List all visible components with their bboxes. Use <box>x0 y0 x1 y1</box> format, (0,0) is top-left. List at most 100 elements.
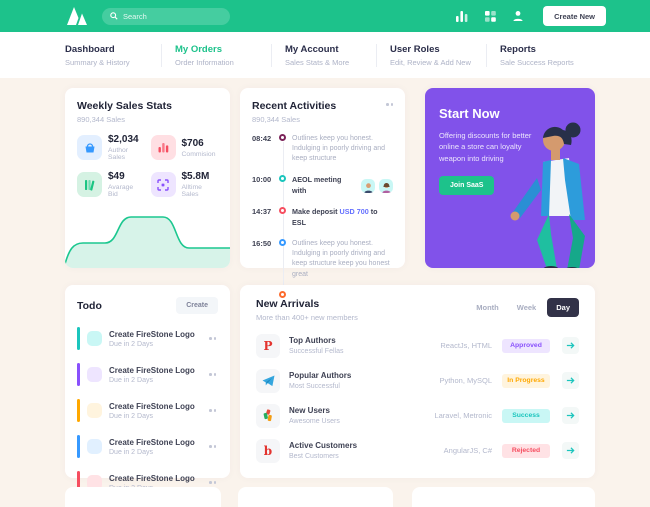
apps-grid-icon[interactable] <box>479 6 501 26</box>
timeline-text: AEOL meeting with <box>292 175 342 195</box>
todo-title: Create FireStone Logo <box>109 437 195 447</box>
arrival-row-new-users: New Users Awesome Users Laravel, Metroni… <box>256 398 579 433</box>
tab-day[interactable]: Day <box>547 298 579 317</box>
more-options-icon[interactable] <box>209 478 216 487</box>
card-title: New Arrivals <box>256 298 320 310</box>
todo-item[interactable]: Create FireStone Logo Due in 2 Days <box>77 435 218 458</box>
todo-thumbnail <box>87 403 102 418</box>
top-bar: Create New <box>0 0 650 32</box>
nav-item-reports[interactable]: Reports Sale Success Reports <box>500 44 597 67</box>
tab-week[interactable]: Week <box>516 303 537 312</box>
arrival-tech: Laravel, Metronic <box>434 411 492 420</box>
colorful-logo-icon <box>256 403 280 428</box>
recent-activities-card: Recent Activities 890,344 Sales 08:42 Ou… <box>240 88 405 300</box>
more-options-icon[interactable] <box>209 406 216 415</box>
arrow-right-icon <box>566 377 575 384</box>
arrow-right-icon <box>566 447 575 454</box>
timeline-dot <box>279 175 286 183</box>
arrival-row-top-authors: P Top Authors Successful Fellas ReactJs,… <box>256 328 579 363</box>
todo-title: Create FireStone Logo <box>109 329 195 339</box>
avatar[interactable] <box>361 178 375 193</box>
user-icon[interactable] <box>507 6 529 26</box>
tab-month[interactable]: Month <box>476 303 499 312</box>
timeline-time: 16:50 <box>252 239 272 249</box>
stats-bars-icon[interactable] <box>451 6 473 26</box>
join-saas-button[interactable]: Join SaaS <box>439 175 495 195</box>
nav-item-my-account[interactable]: My Account Sales Stats & More <box>285 43 377 67</box>
priority-bar <box>77 327 80 350</box>
todo-due: Due in 2 Days <box>109 448 153 456</box>
more-options-icon[interactable] <box>386 100 393 109</box>
timeline-dot <box>279 134 286 141</box>
priority-bar <box>77 399 80 422</box>
nav-item-user-roles[interactable]: User Roles Edit, Review & Add New <box>390 43 487 67</box>
nav-sublabel: Sales Stats & More <box>285 57 350 67</box>
stat-alltime-sales: $5.8M Alltime Sales <box>150 171 219 198</box>
timeline-text: Make deposit USD 700 to ESL <box>292 207 378 227</box>
card-stub <box>238 487 393 507</box>
arrow-right-icon <box>566 342 575 349</box>
create-new-button[interactable]: Create New <box>543 6 606 26</box>
telegram-logo-icon <box>256 368 280 393</box>
search-icon <box>110 12 118 20</box>
row-arrow-button[interactable] <box>562 337 579 354</box>
arrival-title: New Users <box>289 406 330 416</box>
todo-item[interactable]: Create FireStone Logo Due in 2 Days <box>77 327 218 350</box>
timeline-dot <box>279 290 286 298</box>
row-arrow-button[interactable] <box>562 407 579 424</box>
more-options-icon[interactable] <box>209 442 216 451</box>
app-logo[interactable] <box>66 7 90 25</box>
arrival-title: Active Customers <box>289 441 358 451</box>
more-options-icon[interactable] <box>209 370 216 379</box>
card-title: Weekly Sales Stats <box>77 100 172 112</box>
todo-title: Create FireStone Logo <box>109 401 195 411</box>
stat-label: Commision <box>181 150 216 158</box>
arrival-subtitle: Awesome Users <box>289 417 340 425</box>
todo-create-button[interactable]: Create <box>176 297 218 314</box>
todo-item[interactable]: Create FireStone Logo Due in 2 Days <box>77 363 218 386</box>
nav-item-my-orders[interactable]: My Orders Order Information <box>175 43 272 67</box>
nav-item-dashboard[interactable]: Dashboard Summary & History <box>65 43 162 67</box>
search-input[interactable] <box>123 11 222 21</box>
card-title: Recent Activities <box>252 100 337 112</box>
more-options-icon[interactable] <box>209 334 216 343</box>
arrival-row-popular-authors: Popular Authors Most Successful Python, … <box>256 363 579 398</box>
timeline-item: 16:50 Outlines keep you honest. Indulgin… <box>252 239 393 280</box>
main-nav: Dashboard Summary & History My Orders Or… <box>0 32 650 78</box>
todo-title: Create FireStone Logo <box>109 473 195 483</box>
timeline-item: 08:42 Outlines keep you honest. Indulgin… <box>252 134 393 164</box>
timeline-text: Outlines keep you honest. Indulging in p… <box>292 135 386 163</box>
card-subtitle: 890,344 Sales <box>252 115 300 124</box>
books-icon <box>77 172 102 197</box>
todo-item[interactable]: Create FireStone Logo Due in 2 Days <box>77 399 218 422</box>
row-arrow-button[interactable] <box>562 372 579 389</box>
row-arrow-button[interactable] <box>562 442 579 459</box>
todo-thumbnail <box>87 439 102 454</box>
scan-frame-icon <box>150 172 176 197</box>
arrival-subtitle: Most Successful <box>289 382 340 390</box>
search-box[interactable] <box>102 7 230 25</box>
deposit-amount-link[interactable]: USD 700 <box>339 207 369 217</box>
priority-bar <box>77 471 80 494</box>
timeline-item: 14:37 Make deposit USD 700 to ESL <box>252 207 393 228</box>
nav-label: User Roles <box>390 43 440 55</box>
arrow-right-icon <box>566 412 575 419</box>
card-subtitle: More than 400+ new members <box>256 313 358 322</box>
timeline-time: 08:42 <box>252 134 272 143</box>
basket-icon <box>77 135 102 160</box>
walking-woman-illustration <box>510 122 585 268</box>
status-badge: Success <box>502 408 550 423</box>
timeline-dot <box>279 239 286 247</box>
card-title: Todo <box>77 299 102 312</box>
stat-value: $2,034 <box>108 134 139 145</box>
avatar[interactable] <box>379 178 393 193</box>
stat-label: Avarage Bid <box>108 184 134 198</box>
arrival-row-active-customers: b Active Customers Best Customers Angula… <box>256 433 579 468</box>
mountain-logo-icon <box>67 7 87 25</box>
todo-title: Create FireStone Logo <box>109 365 195 375</box>
stat-label: Alltime Sales <box>181 184 202 198</box>
nav-sublabel: Edit, Review & Add New <box>390 57 471 67</box>
nav-sublabel: Sale Success Reports <box>500 57 574 67</box>
timeline-time: 10:00 <box>252 175 272 185</box>
nav-label: My Orders <box>175 43 222 55</box>
